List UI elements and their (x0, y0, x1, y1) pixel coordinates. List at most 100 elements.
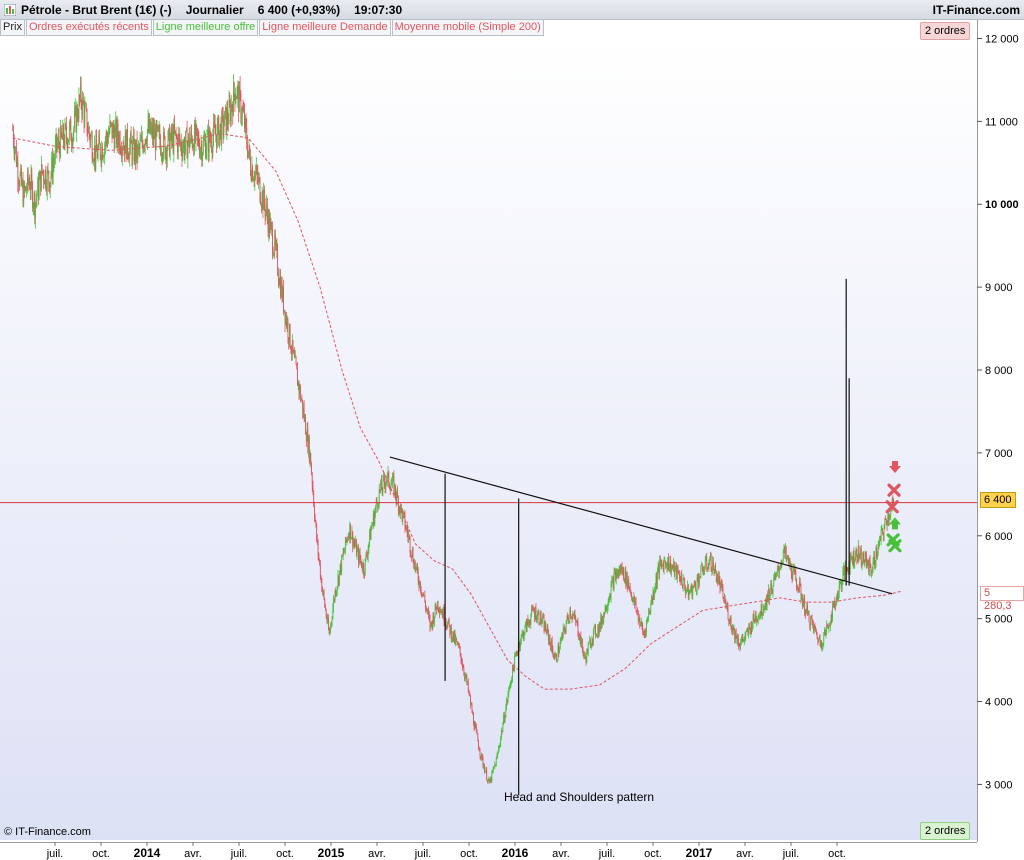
x-tick-label: juil. (598, 848, 616, 860)
candle-body (378, 489, 380, 505)
x-tick-label: avr. (184, 848, 202, 860)
candle-body (248, 145, 250, 151)
candle-body (20, 168, 22, 175)
candle-body (712, 561, 714, 571)
candle-body (765, 599, 767, 608)
candle-body (521, 633, 523, 636)
legend-item[interactable]: Ligne meilleure offre (152, 20, 259, 36)
orders-badge-top[interactable]: 2 ordres (920, 22, 971, 40)
candle-body (633, 596, 635, 599)
moving-average-flag: 5 280,3 (980, 586, 1024, 612)
candle-body (298, 381, 300, 393)
chart-icon (4, 4, 16, 16)
candle-body (712, 561, 714, 571)
candle-body (50, 174, 52, 182)
candle-body (428, 614, 430, 618)
legend-item[interactable]: Ordres exécutés récents (25, 20, 152, 36)
candle-body (644, 631, 646, 635)
candle-body (325, 606, 326, 611)
candle-body (253, 179, 255, 182)
candle-body (306, 428, 308, 442)
candle-body (740, 640, 742, 643)
candle-body (467, 681, 469, 691)
candle-body (91, 135, 93, 159)
candle-body (679, 579, 681, 582)
candle-body (285, 315, 287, 324)
candle-body (695, 585, 697, 591)
legend-item[interactable]: Moyenne mobile (Simple 200) (391, 20, 544, 36)
candle-body (764, 607, 766, 610)
candle-body (320, 577, 322, 579)
candle-body (783, 546, 785, 553)
legend-item[interactable]: Prix (0, 20, 25, 36)
candle-body (113, 132, 115, 149)
candle-body (207, 129, 209, 135)
candle-body (611, 580, 613, 585)
candle-body (442, 608, 444, 618)
candle-body (289, 324, 290, 343)
candle-body (450, 626, 451, 635)
candle-body (14, 148, 16, 154)
candle-body (70, 120, 72, 141)
candle-body (303, 407, 305, 420)
candle-body (715, 570, 717, 583)
legend-item[interactable]: Ligne meilleure Demande (259, 20, 391, 36)
last-price: 6 400 (+0,93%) (257, 3, 341, 17)
candle-body (811, 618, 813, 623)
candle-body (283, 287, 284, 312)
candle-body (435, 604, 437, 609)
candle-body (788, 555, 789, 565)
candle-body (300, 399, 302, 401)
candle-body (618, 571, 620, 576)
candle-body (537, 614, 538, 620)
candle-body (272, 252, 274, 256)
candle-body (130, 133, 131, 146)
candle-body (422, 593, 424, 596)
candle-body (342, 555, 343, 557)
candle-body (429, 617, 431, 628)
candle-body (485, 769, 487, 772)
candle-body (202, 153, 203, 162)
arrow-down-icon (888, 460, 901, 473)
candle-body (568, 620, 570, 622)
candle-body (542, 617, 544, 619)
candle-body (669, 560, 671, 568)
candle-body (26, 189, 28, 191)
instrument-name: Pétrole - Brut Brent (1€) (-) (21, 3, 172, 17)
candle-body (807, 611, 809, 614)
candle-body (405, 528, 407, 530)
candle-body (398, 507, 400, 512)
candlestick-series (12, 74, 895, 785)
candle-body (601, 616, 602, 626)
candle-body (371, 525, 373, 529)
candle-body (821, 642, 822, 648)
candle-body (475, 724, 477, 727)
candle-body (559, 649, 560, 654)
candle-body (16, 160, 18, 166)
candle-body (66, 126, 67, 139)
candle-body (183, 142, 185, 157)
candle-body (163, 132, 164, 156)
candle-body (754, 614, 756, 622)
candle-body (662, 564, 663, 566)
candle-body (451, 638, 453, 640)
candle-body (606, 608, 608, 610)
candle-body (496, 755, 498, 759)
candle-body (66, 138, 68, 149)
candle-body (27, 171, 28, 190)
candle-body (170, 128, 172, 140)
orders-badge-bottom[interactable]: 2 ordres (920, 822, 971, 840)
candle-body (443, 608, 445, 623)
timeframe[interactable]: Journalier (185, 3, 244, 17)
candle-body (646, 618, 648, 622)
candle-body (500, 737, 502, 745)
candle-body (830, 614, 832, 625)
candle-body (854, 561, 856, 564)
candle-body (740, 642, 741, 648)
candle-body (105, 133, 107, 142)
brand-link[interactable]: IT-Finance.com (932, 3, 1020, 17)
candle-body (767, 594, 769, 601)
neckline-trendline[interactable] (389, 456, 893, 595)
candle-body (152, 124, 153, 140)
